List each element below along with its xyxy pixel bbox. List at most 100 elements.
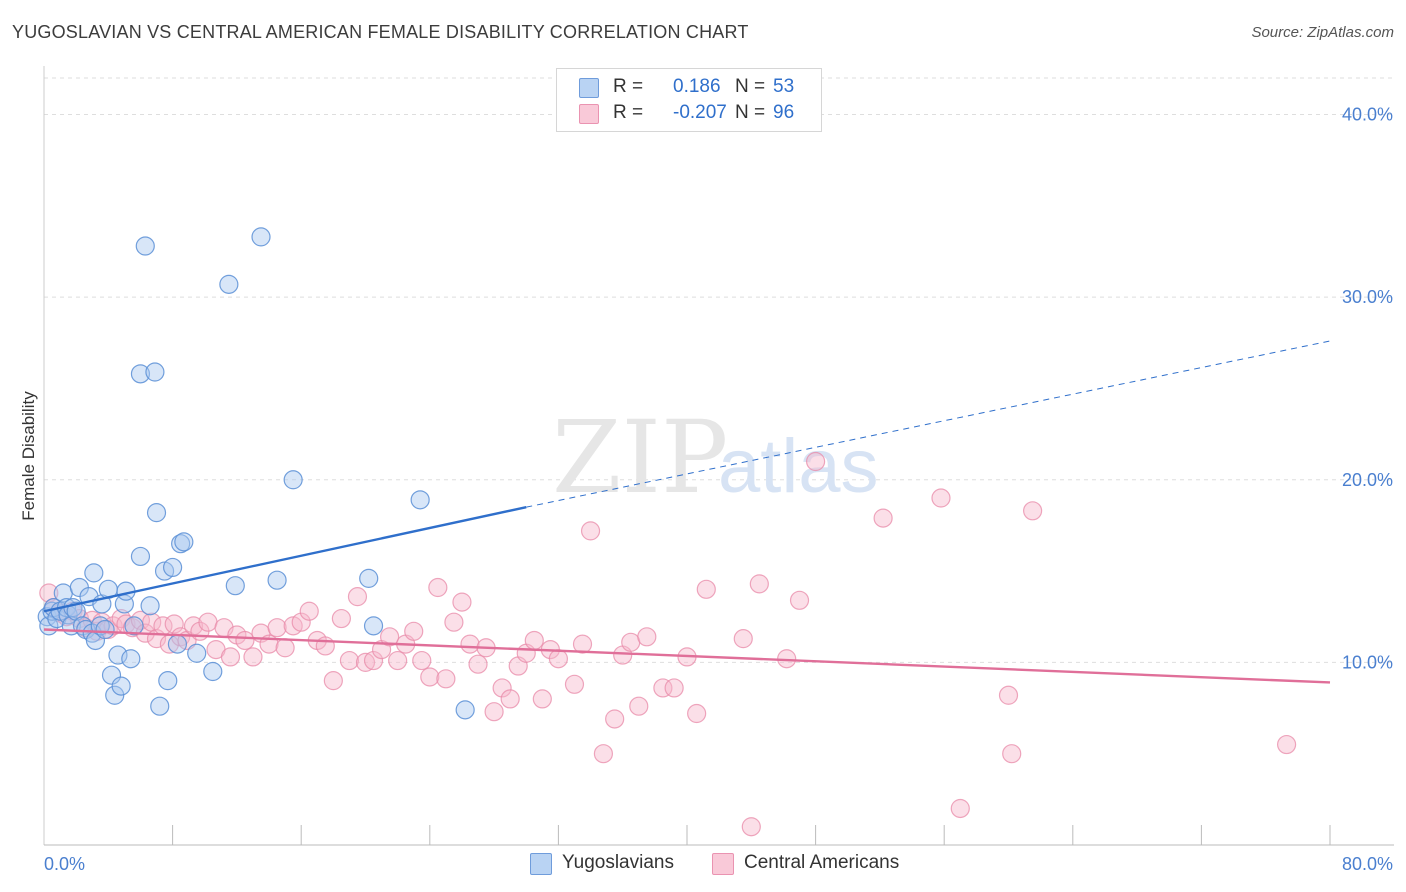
central-americans-point [805,451,826,472]
central-americans-point [404,621,424,641]
central-americans-point [1276,734,1297,755]
yugoslavians-trend-line [43,505,527,613]
central-americans-point [873,508,893,528]
central-americans-point [412,650,432,671]
yugoslavians-point [225,576,245,596]
central-americans-point [198,612,218,632]
yugoslavians-point [130,546,151,567]
central-americans-point [605,709,625,729]
yugoslavians-point [283,470,303,490]
yugoslavians-point [158,671,178,691]
central-americans-point [696,579,716,599]
central-americans-trend-line [43,628,1331,684]
yugoslavians-point [410,490,430,510]
central-americans-point [39,583,59,603]
yugoslavians-point [187,643,207,663]
yugoslavians-point [140,596,160,616]
central-americans-point [380,627,400,647]
y-tick-label: 20.0% [1342,470,1393,490]
central-americans-point [789,590,810,610]
central-americans-point [931,488,951,508]
grid-lines [44,77,1394,663]
chart-source: Source: ZipAtlas.com [1251,24,1394,41]
y-tick-label: 30.0% [1342,287,1393,307]
central-americans-point [267,618,287,638]
legend-swatch-pink [579,104,599,124]
x-tick-label: 0.0% [44,854,85,874]
yugoslavians-point [95,619,115,640]
central-americans-point [388,650,408,671]
x-tick-label: 80.0% [1342,854,1393,874]
watermark-zip: ZIP [552,399,728,516]
central-americans-point [220,647,241,667]
yugoslavians-point [108,645,128,665]
yugoslavians-point [251,227,271,247]
central-americans-point [548,649,569,669]
y-tick-label: 40.0% [1342,105,1393,125]
central-americans-point [687,703,707,724]
yugoslavians-point [121,649,141,669]
central-americans-point [299,601,319,621]
central-americans-point [492,678,512,698]
central-americans-point [291,612,311,632]
y-axis-label: Female Disability [19,391,38,521]
central-americans-point [339,650,360,671]
yugoslavians-point [359,568,379,588]
central-americans-point [484,702,504,722]
yugoslavians-point [76,619,96,640]
central-americans-point [452,592,472,612]
yugoslavians-point [174,532,194,552]
central-americans-point [468,654,488,674]
bottom-legend-swatch-pink [712,853,734,875]
bottom-legend-label: Central Americans [744,852,900,873]
legend-r-label: R = [613,102,644,123]
legend-r-value: 0.186 [673,76,721,97]
central-americans-point [532,689,552,709]
y-tick-label: 10.0% [1342,652,1393,672]
legend-n-label: N = [735,76,766,97]
yugoslavians-point [84,563,104,583]
legend-r-label: R = [613,76,644,97]
central-americans-point [950,798,970,819]
bottom-legend-swatch-blue [530,853,552,875]
central-americans-point [363,650,384,671]
yugoslavians-points [37,227,475,720]
central-americans-point [420,667,440,687]
yugoslavians-point [145,362,165,382]
central-americans-point [331,608,351,629]
central-americans-point [572,634,593,654]
central-americans-point [275,638,295,658]
central-americans-point [593,744,614,764]
yugoslavians-point [124,616,144,636]
legend-n-value: 53 [773,76,795,97]
yugoslavians-point [203,661,223,682]
central-americans-point [355,652,376,672]
central-americans-point [621,632,641,652]
central-americans-point [243,647,263,667]
central-americans-point [500,689,520,709]
central-americans-point [428,577,448,598]
central-americans-point [444,612,464,632]
central-americans-point [436,669,456,689]
yugoslavians-point [167,634,188,654]
legend-n-label: N = [735,102,766,123]
central-americans-point [741,817,761,837]
central-americans-point [524,630,544,651]
yugoslavians-point [146,503,167,523]
yugoslavians-point [455,700,475,720]
yugoslavians-point [111,676,131,696]
central-americans-point [653,678,673,698]
central-americans-point [235,630,255,651]
central-americans-point [580,521,601,541]
yugoslavians-point [135,236,155,256]
yugoslavians-point [171,534,191,554]
central-americans-point [1002,744,1022,764]
central-americans-point [564,674,585,694]
central-americans-point [733,629,753,649]
central-americans-point [664,678,684,698]
yugoslavians-point [163,557,183,578]
central-americans-point [629,696,649,716]
yugoslavians-point [101,665,122,685]
central-americans-point [998,685,1019,705]
